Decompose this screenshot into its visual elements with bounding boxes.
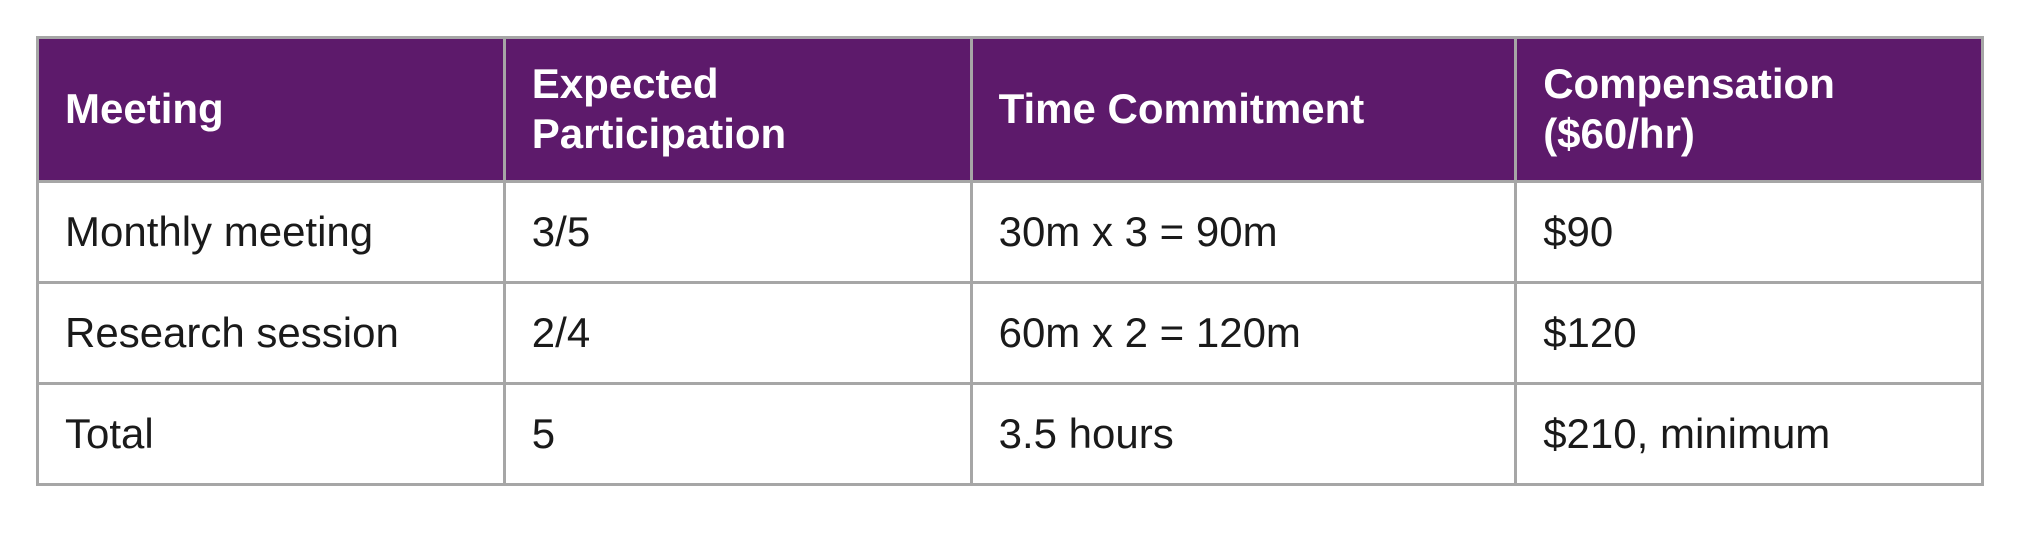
header-cell-compensation: Compensation ($60/hr) [1516,38,1983,182]
table-header: Meeting Expected Participation Time Comm… [38,38,1983,182]
cell: Total [38,384,505,485]
header-cell-time: Time Commitment [971,38,1516,182]
cell: 5 [504,384,971,485]
compensation-table: Meeting Expected Participation Time Comm… [36,36,1984,486]
header-row: Meeting Expected Participation Time Comm… [38,38,1983,182]
cell: $210, minimum [1516,384,1983,485]
table-row: Monthly meeting 3/5 30m x 3 = 90m $90 [38,181,1983,282]
cell: 3.5 hours [971,384,1516,485]
cell: $120 [1516,282,1983,383]
table-row: Research session 2/4 60m x 2 = 120m $120 [38,282,1983,383]
cell: Research session [38,282,505,383]
table-body: Monthly meeting 3/5 30m x 3 = 90m $90 Re… [38,181,1983,485]
cell: 3/5 [504,181,971,282]
table-container: Meeting Expected Participation Time Comm… [0,0,2020,522]
cell: 30m x 3 = 90m [971,181,1516,282]
cell: $90 [1516,181,1983,282]
header-cell-meeting: Meeting [38,38,505,182]
header-cell-participation: Expected Participation [504,38,971,182]
cell: Monthly meeting [38,181,505,282]
cell: 2/4 [504,282,971,383]
cell: 60m x 2 = 120m [971,282,1516,383]
table-row: Total 5 3.5 hours $210, minimum [38,384,1983,485]
